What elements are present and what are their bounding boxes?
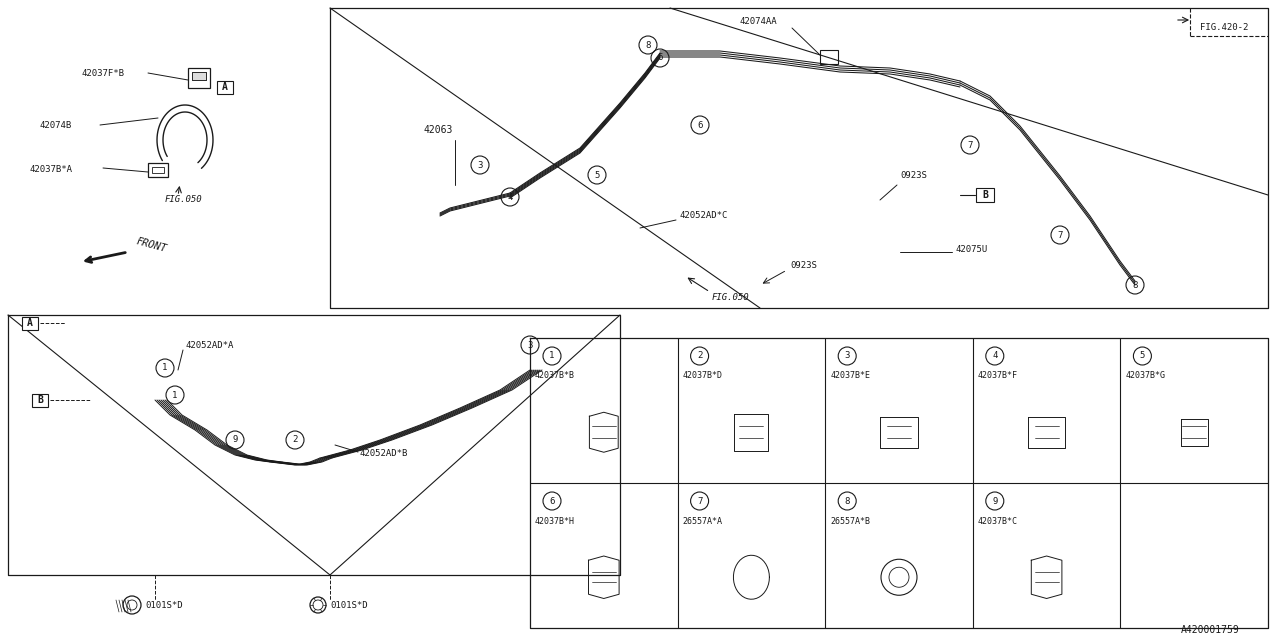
Text: 5: 5: [1139, 351, 1146, 360]
Text: 4: 4: [992, 351, 997, 360]
Text: 3: 3: [477, 161, 483, 170]
Text: 42037B*H: 42037B*H: [535, 516, 575, 525]
Text: 0923S: 0923S: [900, 170, 927, 179]
Text: 0101S*D: 0101S*D: [145, 602, 183, 611]
Text: 42037B*D: 42037B*D: [682, 371, 723, 381]
Text: 42037F*B: 42037F*B: [82, 68, 125, 77]
Bar: [977, 188, 995, 202]
Text: 4: 4: [507, 193, 513, 202]
Text: FRONT: FRONT: [134, 236, 168, 254]
Text: 42037B*E: 42037B*E: [831, 371, 870, 381]
Text: 26557A*A: 26557A*A: [682, 516, 723, 525]
Text: 6: 6: [658, 54, 663, 63]
Text: 8: 8: [1133, 280, 1138, 289]
Bar: [32, 394, 49, 406]
Text: 1: 1: [163, 364, 168, 372]
Text: A420001759: A420001759: [1181, 625, 1240, 635]
Bar: [188, 68, 210, 88]
Bar: [820, 50, 838, 64]
Text: 3: 3: [527, 340, 532, 349]
Text: 1: 1: [173, 390, 178, 399]
Text: 9: 9: [992, 497, 997, 506]
Text: A: A: [221, 82, 228, 92]
Text: 42075U: 42075U: [955, 246, 987, 255]
Text: 42037B*A: 42037B*A: [29, 166, 73, 175]
Text: FIG.050: FIG.050: [712, 294, 750, 303]
Bar: [192, 72, 206, 80]
Text: 5: 5: [594, 170, 600, 179]
Text: 42037B*G: 42037B*G: [1125, 371, 1165, 381]
Text: 7: 7: [968, 141, 973, 150]
Text: 7: 7: [1057, 230, 1062, 239]
Text: A: A: [27, 318, 33, 328]
Text: 8: 8: [645, 40, 650, 49]
Text: 42037B*B: 42037B*B: [535, 371, 575, 381]
Text: B: B: [37, 395, 44, 405]
Text: 42074AA: 42074AA: [740, 17, 778, 26]
Bar: [192, 72, 206, 80]
Text: 42052AD*B: 42052AD*B: [360, 449, 408, 458]
Text: 42074B: 42074B: [40, 120, 72, 129]
Text: 9: 9: [232, 435, 238, 445]
Bar: [22, 317, 38, 330]
Text: 7: 7: [696, 497, 703, 506]
Text: FIG.420-2: FIG.420-2: [1201, 22, 1248, 31]
Text: 6: 6: [698, 120, 703, 129]
Text: 42037B*C: 42037B*C: [978, 516, 1018, 525]
Bar: [148, 163, 168, 177]
Bar: [218, 81, 233, 93]
Text: 2: 2: [696, 351, 703, 360]
Text: 42037B*F: 42037B*F: [978, 371, 1018, 381]
Text: 6: 6: [549, 497, 554, 506]
Text: 0101S*D: 0101S*D: [330, 602, 367, 611]
Text: 8: 8: [845, 497, 850, 506]
Text: 42052AD*C: 42052AD*C: [680, 211, 728, 220]
Text: 3: 3: [845, 351, 850, 360]
Text: 42063: 42063: [422, 125, 452, 135]
Text: FIG.050: FIG.050: [165, 195, 202, 205]
Text: 26557A*B: 26557A*B: [831, 516, 870, 525]
Bar: [152, 167, 164, 173]
Text: 1: 1: [549, 351, 554, 360]
Text: 0923S: 0923S: [790, 260, 817, 269]
Text: B: B: [982, 190, 988, 200]
Text: 2: 2: [292, 435, 298, 445]
Text: 42052AD*A: 42052AD*A: [186, 340, 233, 349]
